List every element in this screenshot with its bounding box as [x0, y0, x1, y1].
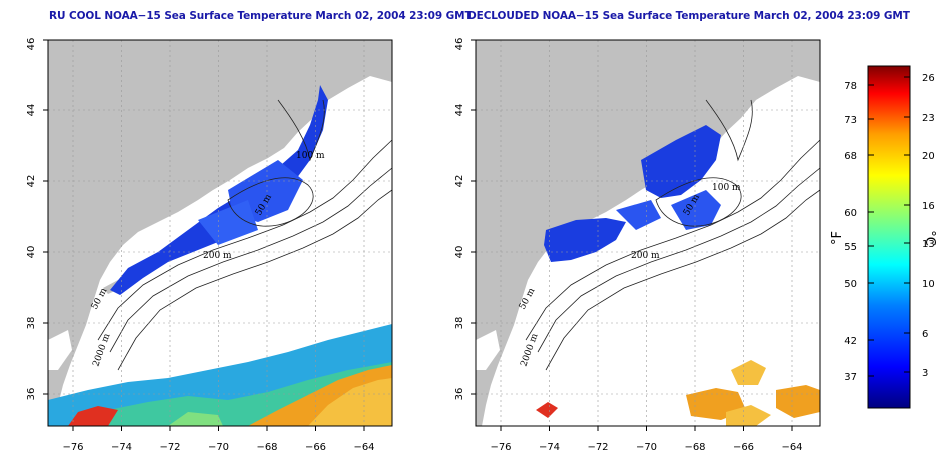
land-mass: [48, 40, 392, 426]
y-tick-label: 38: [26, 317, 37, 330]
y-tick-label: 36: [26, 388, 37, 401]
y-tick-label: 40: [26, 246, 37, 259]
y-tick-label: 38: [454, 317, 465, 330]
y-tick-label: 46: [26, 38, 37, 51]
fahrenheit-tick: 68: [844, 151, 857, 162]
fahrenheit-tick: 37: [844, 372, 857, 383]
x-tick-label: −64: [781, 442, 802, 453]
contour-label: 200 m: [631, 251, 660, 261]
fahrenheit-unit-label: °F: [830, 231, 845, 245]
x-tick-label: −74: [539, 442, 560, 453]
left-map-title: RU COOL NOAA−15 Sea Surface Temperature …: [49, 10, 472, 22]
land-mass: [476, 40, 820, 426]
y-tick-label: 42: [26, 175, 37, 188]
celsius-tick: 20: [922, 151, 935, 162]
y-tick-label: 44: [26, 104, 37, 117]
x-tick-label: −68: [256, 442, 277, 453]
x-tick-label: −76: [490, 442, 511, 453]
celsius-tick: 3: [922, 368, 928, 379]
y-tick-label: 40: [454, 246, 465, 259]
x-tick-label: −66: [305, 442, 326, 453]
celsius-unit-label: °C: [922, 230, 937, 246]
x-tick-label: −64: [353, 442, 374, 453]
contour-label: 200 m: [203, 251, 232, 261]
celsius-tick: 10: [922, 279, 935, 290]
x-tick-label: −72: [159, 442, 180, 453]
y-tick-label: 44: [454, 104, 465, 117]
x-tick-label: −76: [62, 442, 83, 453]
x-tick-label: −74: [111, 442, 132, 453]
celsius-tick: 13: [922, 239, 935, 250]
x-tick-label: −66: [733, 442, 754, 453]
celsius-tick: 16: [922, 201, 935, 212]
x-tick-label: −68: [684, 442, 705, 453]
colorbar-gradient: [867, 65, 911, 409]
celsius-tick: 6: [922, 329, 928, 340]
fahrenheit-tick: 60: [844, 208, 857, 219]
fahrenheit-tick: 55: [844, 242, 857, 253]
x-tick-label: −70: [208, 442, 229, 453]
x-tick-label: −72: [587, 442, 608, 453]
y-tick-label: 36: [454, 388, 465, 401]
y-tick-label: 42: [454, 175, 465, 188]
right-map: 100 m 50 m 200 m 50 m 2000 m −76 −74 −72…: [454, 38, 821, 453]
fahrenheit-tick: 73: [844, 115, 857, 126]
contour-label: 100 m: [712, 183, 741, 193]
celsius-tick: 26: [922, 73, 935, 84]
contour-label: 100 m: [296, 151, 325, 161]
left-map: 100 m 50 m 200 m 50 m 2000 m −76 −74 −72…: [26, 38, 393, 453]
fahrenheit-tick: 78: [844, 81, 857, 92]
right-map-title: DECLOUDED NOAA−15 Sea Surface Temperatur…: [468, 10, 910, 22]
y-tick-label: 46: [454, 38, 465, 51]
fahrenheit-tick: 50: [844, 279, 857, 290]
x-tick-label: −70: [636, 442, 657, 453]
celsius-tick: 23: [922, 113, 935, 124]
fahrenheit-tick: 42: [844, 336, 857, 347]
